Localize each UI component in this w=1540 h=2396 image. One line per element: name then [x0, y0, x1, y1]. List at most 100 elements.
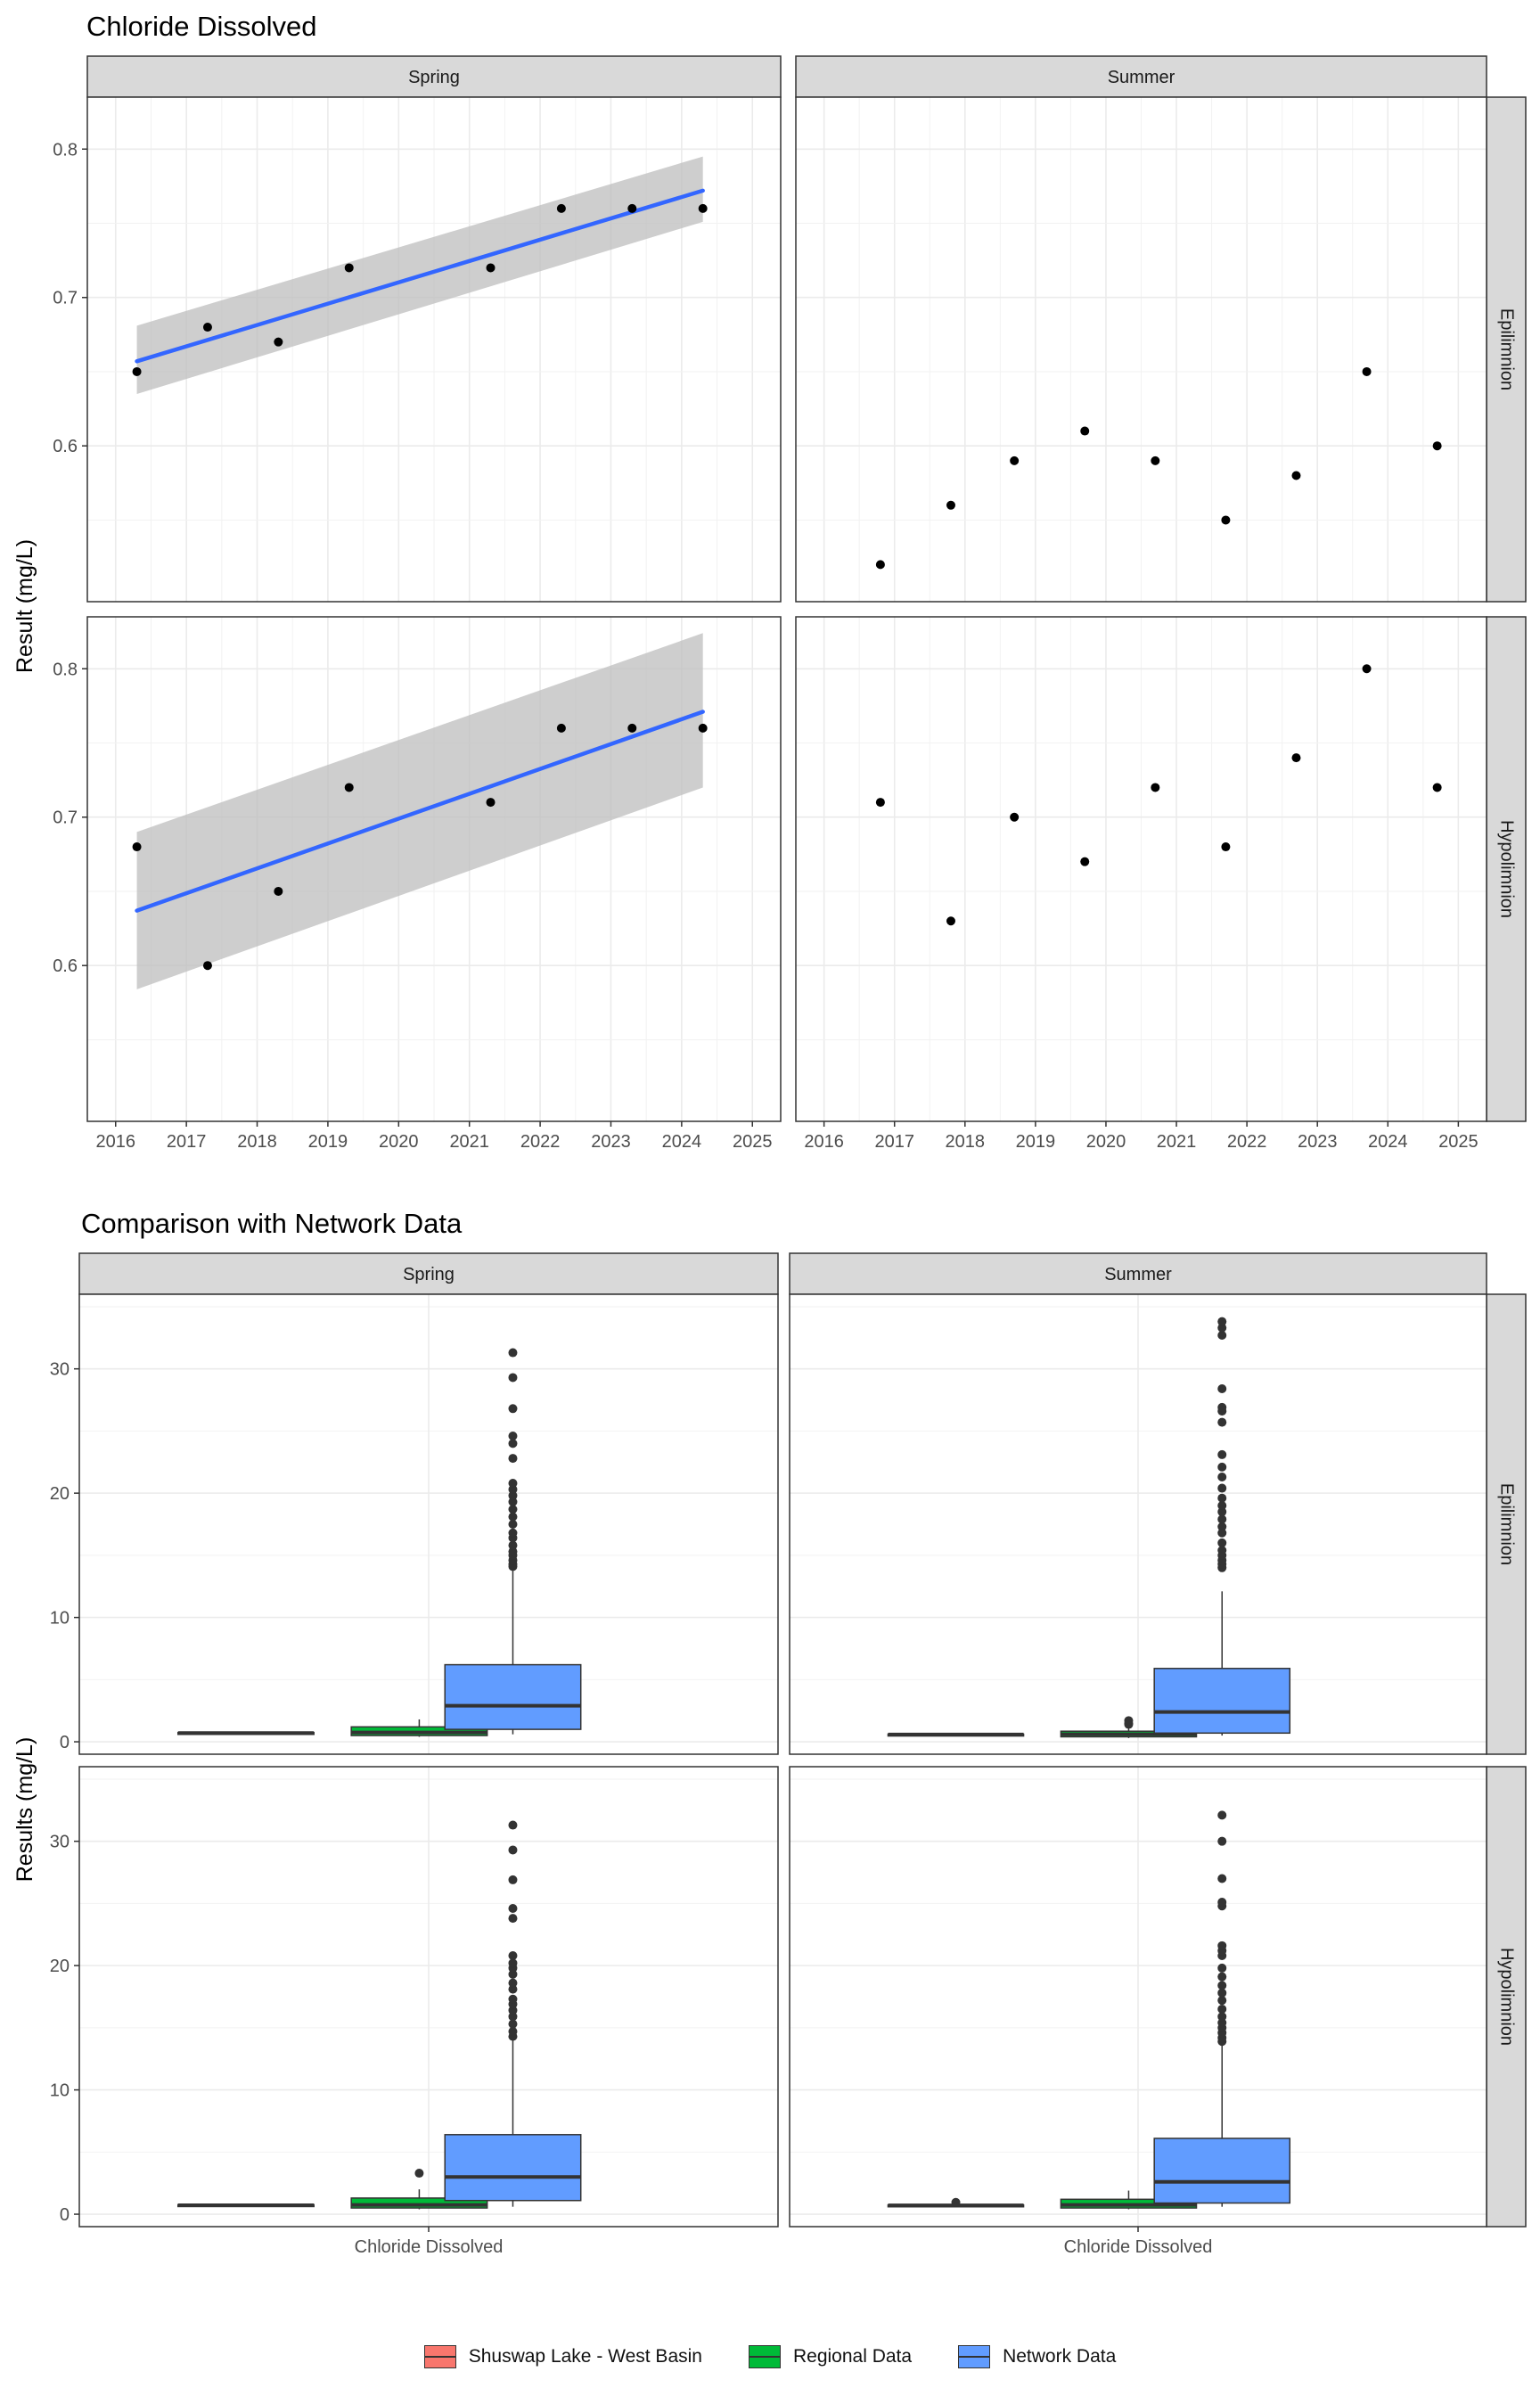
box-network	[1153, 2138, 1291, 2204]
x-tick-label: 2023	[591, 1132, 631, 1152]
facet-strip-top-epilimnion	[1486, 96, 1527, 603]
outlier-point-network	[508, 1373, 518, 1383]
data-point	[1080, 857, 1090, 866]
outlier-point-network	[508, 2019, 518, 2029]
legend-key-shuswap	[423, 2345, 456, 2368]
outlier-point-network	[1217, 1501, 1227, 1511]
outlier-point-network	[508, 1454, 518, 1464]
x-tick-label: Chloride Dissolved	[1064, 2237, 1213, 2257]
data-point	[875, 798, 885, 808]
legend-item-shuswap: Shuswap Lake - West Basin	[423, 2345, 702, 2368]
legend-key-network	[958, 2345, 991, 2368]
y-tick-label: 0.7	[53, 289, 78, 308]
outlier-point-shuswap	[951, 2197, 961, 2207]
data-point	[1432, 441, 1442, 451]
outlier-point-network	[1217, 1317, 1227, 1326]
legend-label-regional: Regional Data	[792, 2346, 913, 2367]
outlier-point-network	[1217, 1972, 1227, 1982]
outlier-point-network	[508, 1914, 518, 1924]
outlier-point-network	[1217, 1996, 1227, 2006]
y-tick-label: 20	[50, 1484, 70, 1504]
outlier-point-network	[508, 2012, 518, 2022]
facet-strip-top-spring	[86, 55, 782, 98]
data-point	[627, 723, 637, 733]
data-point	[274, 886, 283, 896]
facet-label-top-hypolimnion: Hypolimnion	[1497, 820, 1517, 918]
outlier-point-network	[1217, 1538, 1227, 1547]
y-tick-label: 20	[50, 1957, 70, 1976]
facet-strip-bottom-epilimnion	[1486, 1293, 1527, 1755]
outlier-point-network	[1217, 1473, 1227, 1482]
x-tick-label: 2016	[96, 1132, 136, 1152]
outlier-point-network	[508, 1431, 518, 1440]
data-point	[1010, 812, 1020, 822]
outlier-point-network	[1217, 1981, 1227, 1990]
outlier-point-network	[508, 1958, 518, 1968]
data-point	[202, 323, 212, 332]
x-tick-label: 2020	[1086, 1132, 1126, 1152]
outlier-point-network	[1217, 1417, 1227, 1427]
x-tick-label: 2024	[662, 1132, 702, 1152]
data-point	[627, 203, 637, 213]
data-point	[946, 500, 955, 510]
outlier-point-network	[1217, 1449, 1227, 1459]
outlier-point-network	[1217, 2012, 1227, 2022]
x-tick-label: 2024	[1368, 1132, 1408, 1152]
box-network	[444, 1663, 582, 1730]
outlier-point-network	[508, 1348, 518, 1358]
facet-label-top-summer: Summer	[1108, 68, 1175, 87]
data-point	[344, 783, 354, 792]
x-tick-label: 2017	[874, 1132, 914, 1152]
outlier-point-network	[1217, 1462, 1227, 1472]
box-network	[1153, 1668, 1291, 1735]
top-y-axis-label: Result (mg/L)	[12, 539, 37, 673]
facet-label-bottom-summer: Summer	[1104, 1265, 1172, 1284]
outlier-point-network	[508, 1404, 518, 1414]
outlier-point-network	[508, 1490, 518, 1500]
x-tick-label: 2019	[308, 1132, 348, 1152]
panel-border-top-spring-epilimnion	[86, 96, 782, 603]
outlier-point-network	[508, 2027, 518, 2037]
facet-strip-bottom-spring	[78, 1252, 779, 1295]
outlier-point-regional	[1124, 1716, 1134, 1726]
x-tick-label: 2019	[1016, 1132, 1056, 1152]
outlier-point-network	[1217, 1941, 1227, 1950]
x-tick-label: 2022	[520, 1132, 561, 1152]
panel-border-bottom-summer-epilimnion	[789, 1293, 1487, 1755]
outlier-point-network	[508, 1547, 518, 1556]
x-tick-label: 2018	[237, 1132, 277, 1152]
data-point	[1010, 455, 1020, 465]
x-tick-label: 2017	[167, 1132, 207, 1152]
outlier-point-network	[508, 1978, 518, 1988]
facet-label-top-spring: Spring	[408, 68, 460, 87]
outlier-point-network	[1217, 1963, 1227, 1973]
outlier-point-network	[1217, 1546, 1227, 1555]
data-point	[556, 203, 566, 213]
outlier-point-network	[1217, 1874, 1227, 1883]
data-point	[875, 560, 885, 570]
data-point	[1362, 366, 1372, 376]
facet-label-bottom-hypolimnion: Hypolimnion	[1497, 1948, 1517, 2046]
outlier-point-network	[508, 1950, 518, 1960]
outlier-point-network	[508, 1528, 518, 1538]
facet-strip-top-hypolimnion	[1486, 616, 1527, 1122]
x-tick-label: 2021	[449, 1132, 489, 1152]
outlier-point-network	[1217, 1810, 1227, 1820]
outlier-point-network	[1217, 1331, 1227, 1341]
outlier-point-network	[508, 1984, 518, 1994]
outlier-point-network	[1217, 1836, 1227, 1846]
outlier-point-network	[1217, 1483, 1227, 1493]
data-point	[202, 961, 212, 971]
outlier-point-network	[508, 2006, 518, 2015]
bottom-chart-title: Comparison with Network Data	[81, 1208, 463, 1239]
data-point	[132, 842, 142, 852]
outlier-point-network	[508, 1820, 518, 1830]
data-point	[1221, 515, 1231, 525]
data-point	[1362, 664, 1372, 674]
legend-item-network: Network Data	[958, 2345, 1116, 2368]
x-tick-label: 2020	[379, 1132, 419, 1152]
bottom-y-axis-label: Results (mg/L)	[12, 1737, 37, 1883]
legend-item-regional: Regional Data	[748, 2345, 913, 2368]
outlier-point-network	[1217, 1507, 1227, 1517]
data-point	[132, 366, 142, 376]
